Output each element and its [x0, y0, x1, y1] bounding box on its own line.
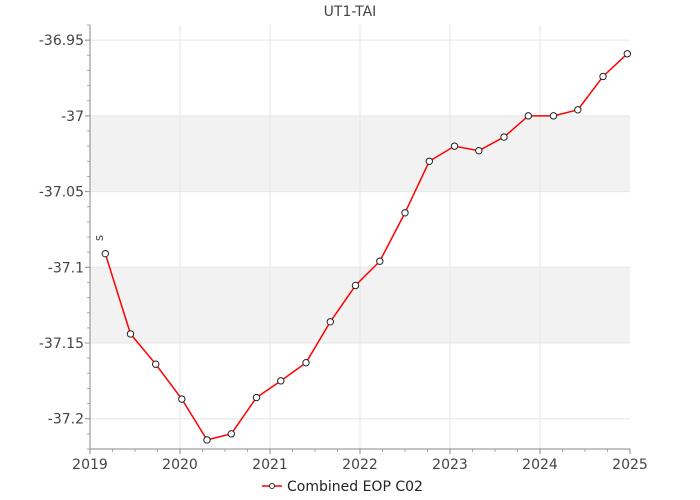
legend[interactable]: Combined EOP C02: [262, 479, 423, 495]
data-point[interactable]: [277, 377, 285, 385]
data-point[interactable]: [252, 393, 261, 402]
y-tick-label: -36.95: [39, 33, 84, 49]
x-tick-label: 2021: [252, 457, 288, 473]
y-tick-label: -37.2: [48, 412, 84, 428]
data-point[interactable]: [425, 157, 433, 165]
data-point[interactable]: [227, 430, 236, 438]
series-layer: [104, 53, 628, 441]
y-tick-label: -37: [61, 109, 84, 125]
y-tick-label: -37.1: [48, 260, 84, 276]
data-point[interactable]: [524, 112, 532, 120]
data-point[interactable]: [203, 436, 211, 444]
data-point[interactable]: [326, 318, 334, 326]
legend-label: Combined EOP C02: [287, 479, 423, 495]
data-point[interactable]: [475, 146, 483, 155]
data-point[interactable]: [599, 72, 607, 81]
data-point[interactable]: [500, 133, 508, 141]
data-point[interactable]: [376, 257, 384, 265]
data-point[interactable]: [152, 360, 160, 368]
data-point[interactable]: [126, 330, 135, 338]
data-point[interactable]: [401, 209, 409, 217]
data-point[interactable]: [302, 358, 310, 367]
x-tick-label: 2025: [612, 457, 648, 473]
data-point[interactable]: [101, 249, 110, 258]
y-tick-label: -37.05: [39, 185, 84, 201]
chart-title: UT1-TAI: [324, 4, 377, 20]
data-point[interactable]: [574, 106, 582, 114]
x-tick-label: 2020: [162, 457, 198, 473]
data-point[interactable]: [549, 112, 558, 120]
y-axis-unit-label: s: [92, 235, 106, 241]
x-tick-label: 2024: [522, 457, 558, 473]
y-tick-label: -37.15: [39, 336, 84, 352]
axis-layer: 2019 2020 2021 2022 2023 2024 2025 -36.95 -37 -37…: [39, 24, 648, 473]
x-tick-label: 2022: [342, 457, 378, 473]
data-point[interactable]: [351, 281, 360, 290]
x-tick-label: 2023: [432, 457, 468, 473]
legend-marker-swatch: [269, 483, 275, 489]
data-point[interactable]: [623, 50, 631, 58]
data-point[interactable]: [178, 395, 186, 403]
markers-layer: [101, 50, 631, 444]
x-tick-label: 2019: [72, 457, 108, 473]
data-point[interactable]: [450, 142, 459, 150]
series-line-0: [104, 53, 628, 441]
